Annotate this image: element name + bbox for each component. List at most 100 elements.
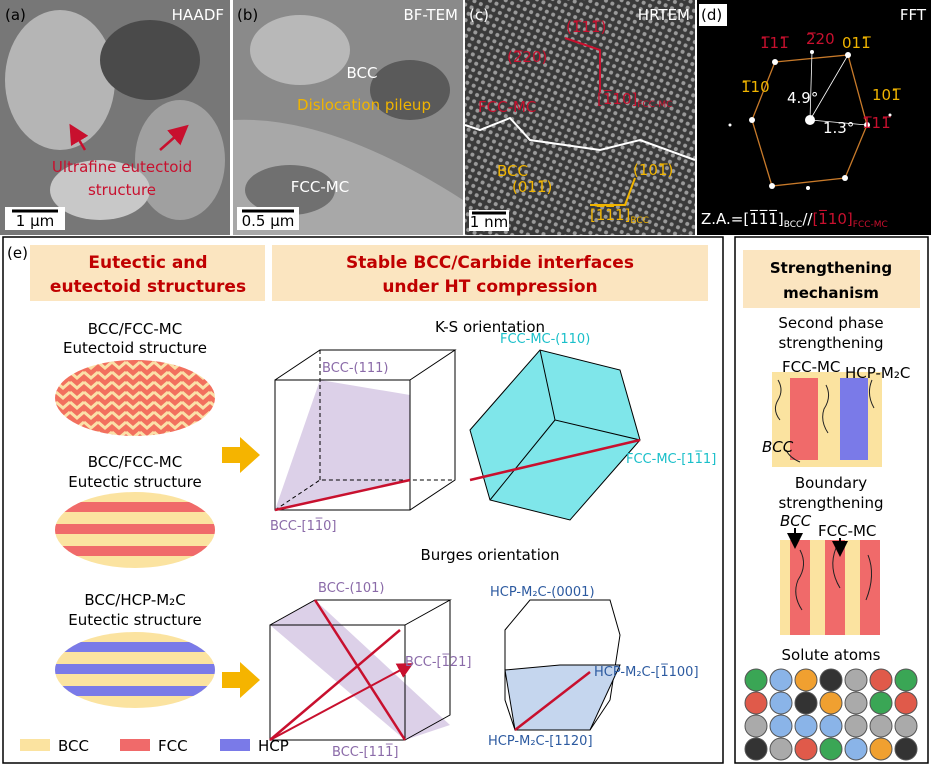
label: BCC-[111̅] [332,744,399,760]
shape [272,245,708,301]
shape [842,175,848,181]
label: mechanism [783,284,879,302]
shape [55,642,215,652]
shape [819,668,843,692]
shape [274,349,457,381]
shape [794,737,818,761]
shape [734,236,929,764]
shape [744,691,768,715]
label: BCC [630,216,649,226]
label: 101̅ [872,86,902,104]
label: (d) [701,6,722,24]
shape [5,10,115,150]
shape [514,671,591,731]
label: Eutectic structure [68,473,201,491]
shape [809,54,849,121]
shape [869,668,893,692]
label: HAADF [172,6,224,24]
label: Burges orientation [420,546,559,564]
label: BCC [784,220,803,230]
label: BCC/FCC-MC [88,320,182,338]
shape [809,119,868,126]
label: HRTEM [638,6,690,24]
shape [869,714,893,738]
shape [55,686,215,696]
label: Eutectic and [88,253,207,273]
shape [769,714,793,738]
shape [469,210,509,231]
shape [269,663,414,741]
label: BCC [347,64,378,82]
shape [844,668,868,692]
shape [744,737,768,761]
label: (011̅) [512,178,552,196]
shape [590,177,636,206]
label: [1̅10] [597,89,637,108]
shape [772,59,778,65]
shape [222,662,260,698]
shape [274,379,411,511]
label: Boundary [795,474,867,492]
label: (a) [5,6,26,24]
label: Eutectoid structure [63,339,207,357]
label: strengthening [778,334,883,352]
shape [55,632,215,708]
shape [744,668,768,692]
label: HCP-M₂C-(0001) [490,585,595,600]
label: 1̅11̅ [862,114,892,132]
label: HCP-M₂C [845,364,910,382]
label: 1 nm [470,213,508,231]
panel-c: (c) HRTEM (1̅11̅) (2̅20) [1̅10]FCC-MC FC… [464,0,696,235]
solute-atoms [744,668,918,761]
shape [2,236,724,764]
shape [55,360,215,436]
label: BCC-[1̅21] [405,654,472,670]
shape [894,668,918,692]
label: FCC [158,737,188,755]
label: 011̅ [842,34,872,52]
shape [769,183,775,189]
shape [313,599,407,741]
label: Stable BCC/Carbide interfaces [346,253,634,273]
label: 1 μm [16,212,54,230]
mechanism-panel: Strengthening mechanism Second phase str… [734,236,929,764]
shape [274,349,457,511]
label: Strengthening [770,259,892,277]
label: FCC-MC-(110) [500,332,590,347]
label: FFT [900,6,927,24]
label: BCC/FCC-MC [88,453,182,471]
label: 1.3° [823,119,854,137]
shape [237,207,299,230]
label: BCC/HCP-M₂C [84,591,185,609]
label: Dislocation pileup [297,96,431,114]
label: [1̅1̅1]BCC [590,205,649,226]
label: BCC [762,438,794,456]
shape [269,599,452,626]
shape [894,714,918,738]
label: eutectoid structures [50,277,246,297]
label: strengthening [778,494,883,512]
label: K-S orientation [435,318,545,336]
shape [469,438,641,482]
shape [100,20,200,100]
label: (1̅11̅) [566,18,606,36]
shape [489,419,556,501]
label: BF-TEM [403,6,458,24]
shape [250,15,350,85]
label: 1̅10 [741,78,770,96]
shape [370,60,450,120]
label: Eutectic structure [68,611,201,629]
label: // [802,210,813,228]
shape [404,600,451,741]
label: BCC [497,162,528,180]
shape [794,714,818,738]
shape [749,117,755,123]
shape [744,714,768,738]
shape [769,668,793,692]
label: FCC-MC [818,522,876,540]
shape [888,113,892,117]
label: HCP [258,737,289,755]
shape [220,739,250,751]
panel-d: (d) FFT 1̅11̅ 2̅20 011̅ 1̅10 101̅ 1̅11̅ … [697,0,931,235]
